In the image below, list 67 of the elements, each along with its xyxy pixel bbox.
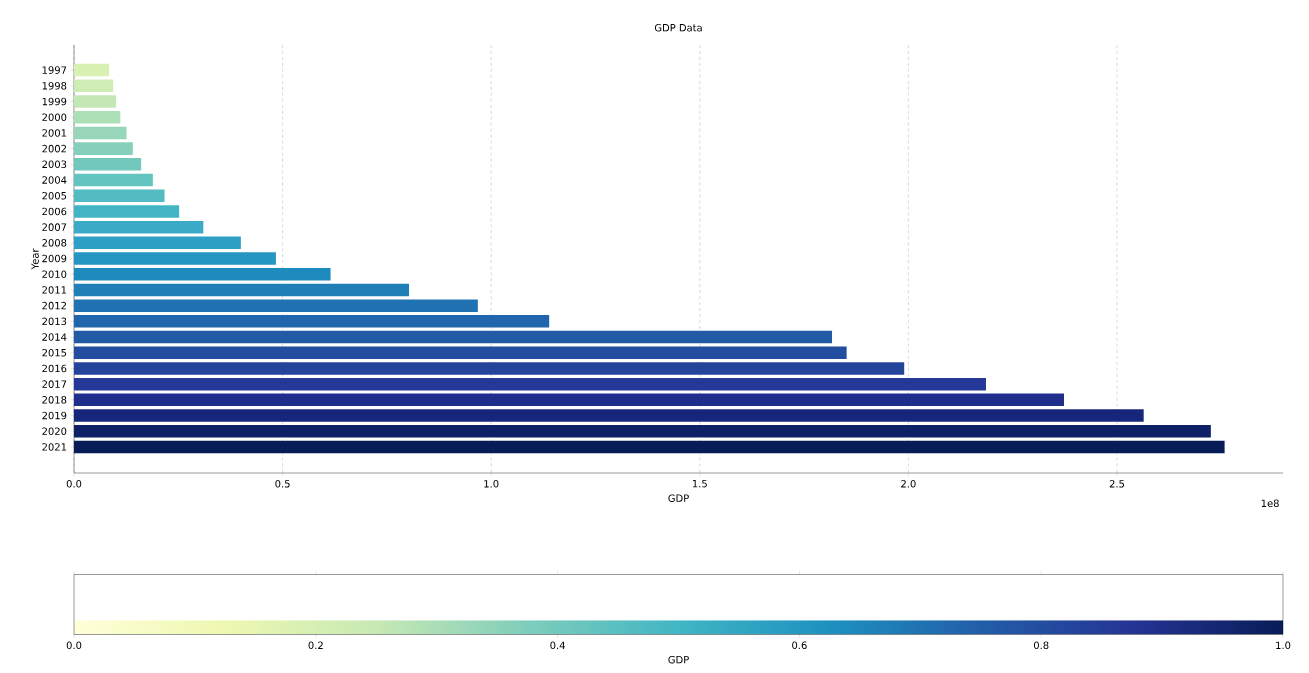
y-tick-label: 1998 <box>42 82 67 90</box>
bar <box>74 220 204 234</box>
y-tick-label: 2000 <box>42 113 67 121</box>
x-tick-label: 2.0 <box>901 480 916 488</box>
color-bar-label: 0.0 <box>66 641 82 650</box>
x-tick-label: 1.0 <box>484 480 499 488</box>
bar <box>74 424 1211 438</box>
text: 1e8 <box>1261 499 1279 508</box>
bar <box>74 440 1225 454</box>
bar <box>74 252 276 265</box>
x-tick-label: 2.5 <box>1109 480 1125 488</box>
bar <box>74 377 986 391</box>
y-tick-label: 2010 <box>42 270 67 278</box>
y-tick-label: 2021 <box>42 443 67 451</box>
y-tick-label: 2013 <box>42 317 67 326</box>
bar <box>74 205 180 218</box>
y-tick-label: 2019 <box>42 411 67 420</box>
y-tick-label: 2004 <box>42 176 67 184</box>
y-tick-label: 2020 <box>42 427 67 436</box>
chart-title: GDP Data <box>654 23 702 32</box>
color-bar-label: 0.2 <box>308 641 323 650</box>
y-tick-label: 2002 <box>42 144 66 153</box>
y-tick-label: 2005 <box>42 191 67 200</box>
y-tick-label: 2001 <box>42 129 67 137</box>
y-tick-label: 1999 <box>42 97 67 106</box>
y-tick-label: 2007 <box>42 223 67 231</box>
x-axis-title: GDP <box>668 494 689 502</box>
y-tick-label: 2011 <box>42 286 67 294</box>
color-bar-label: 0.4 <box>550 641 565 650</box>
x-tick-label: 1.5 <box>692 480 707 488</box>
color-bar-label: 1.0 <box>1276 641 1291 650</box>
y-tick-label: 2017 <box>42 380 67 388</box>
bar <box>74 79 114 93</box>
y-tick-label: 1997 <box>42 66 67 74</box>
bar <box>74 126 127 140</box>
bar <box>74 315 550 328</box>
y-tick-label: 2014 <box>42 333 67 341</box>
y-tick-label: 2008 <box>42 239 67 247</box>
bar <box>74 110 121 124</box>
bar <box>74 409 1144 422</box>
color-bar-title: GDP <box>668 655 689 664</box>
bar <box>74 393 1064 407</box>
y-tick-label: 2018 <box>42 396 67 404</box>
y-tick-label: 2009 <box>42 254 67 263</box>
y-tick-label: 2012 <box>42 301 66 310</box>
bar <box>74 330 833 344</box>
y-tick-label: 2015 <box>42 348 67 357</box>
bar <box>74 362 905 375</box>
bar <box>74 346 847 359</box>
y-tick-label: 2003 <box>42 160 67 169</box>
bar <box>74 236 241 250</box>
bar <box>74 95 117 108</box>
bar <box>74 299 478 312</box>
x-tick-label: 0.5 <box>275 480 290 488</box>
bar <box>74 142 133 155</box>
x-tick-label: 0.0 <box>66 480 82 488</box>
y-axis-title: Year <box>31 248 39 270</box>
color-bar-label: 0.6 <box>792 641 807 650</box>
bar <box>74 158 142 171</box>
bar <box>74 283 409 297</box>
bar <box>74 63 110 77</box>
bar <box>74 189 165 202</box>
bar <box>74 173 153 187</box>
y-tick-label: 2016 <box>42 364 67 373</box>
color-bar-label: 0.8 <box>1033 641 1049 650</box>
bar <box>74 267 331 281</box>
y-tick-label: 2006 <box>42 207 67 216</box>
